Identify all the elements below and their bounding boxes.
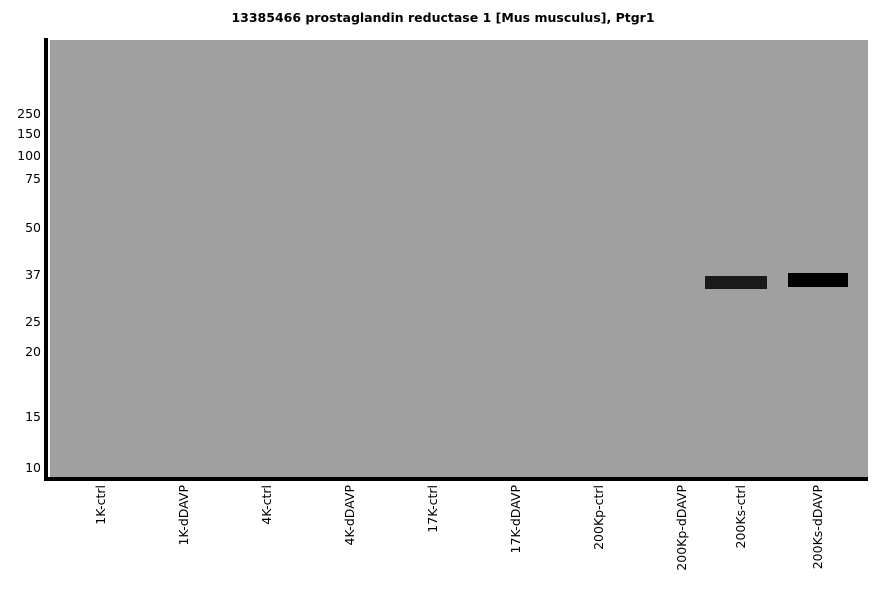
y-axis-tick-labels: 250 150 100 75 50 37 25 20 15 10 (0, 0, 46, 595)
x-axis-lane-label: 4K-dDAVP (342, 485, 357, 546)
x-axis-lane-label: 1K-ctrl (93, 485, 108, 525)
blot-band (705, 276, 767, 289)
x-axis-lane-label: 200Kp-ctrl (591, 485, 606, 550)
y-axis-tick-label: 250 (17, 106, 41, 121)
y-axis-tick-label: 150 (17, 126, 41, 141)
x-axis-lane-label: 4K-ctrl (259, 485, 274, 525)
y-axis-tick-label: 20 (25, 344, 41, 359)
x-axis-lane-label: 200Ks-ctrl (733, 485, 748, 549)
x-axis-lane-label: 17K-dDAVP (508, 485, 523, 554)
x-axis-lane-label: 1K-dDAVP (176, 485, 191, 546)
x-axis-lane-label: 17K-ctrl (425, 485, 440, 533)
x-axis-lane-label: 200Kp-dDAVP (674, 485, 689, 571)
y-axis-tick-label: 100 (17, 148, 41, 163)
x-axis-line (44, 477, 868, 481)
x-axis-lane-label: 200Ks-dDAVP (810, 485, 825, 570)
y-axis-tick-label: 75 (25, 171, 41, 186)
y-axis-line (44, 38, 48, 479)
y-axis-tick-label: 10 (25, 460, 41, 475)
blot-plot-area (50, 40, 868, 477)
y-axis-tick-label: 15 (25, 409, 41, 424)
x-axis-lane-labels: 1K-ctrl 1K-dDAVP 4K-ctrl 4K-dDAVP 17K-ctrl 17… (50, 481, 868, 595)
y-axis-tick-label: 50 (25, 220, 41, 235)
y-axis-tick-label: 37 (25, 267, 41, 282)
y-axis-tick-label: 25 (25, 314, 41, 329)
page-title: 13385466 prostaglandin reductase 1 [Mus … (231, 10, 655, 25)
blot-band (788, 273, 848, 287)
